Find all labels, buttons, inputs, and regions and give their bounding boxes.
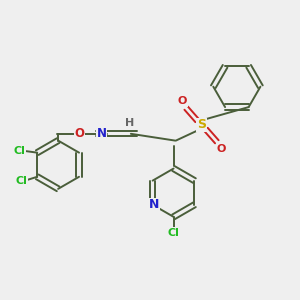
Text: Cl: Cl	[15, 176, 27, 186]
Text: O: O	[217, 143, 226, 154]
Text: O: O	[178, 96, 187, 106]
Text: O: O	[74, 127, 84, 140]
Text: N: N	[149, 198, 159, 211]
Text: Cl: Cl	[14, 146, 26, 156]
Text: H: H	[125, 118, 134, 128]
Text: N: N	[96, 127, 106, 140]
Text: Cl: Cl	[168, 228, 179, 238]
Text: S: S	[197, 118, 206, 131]
